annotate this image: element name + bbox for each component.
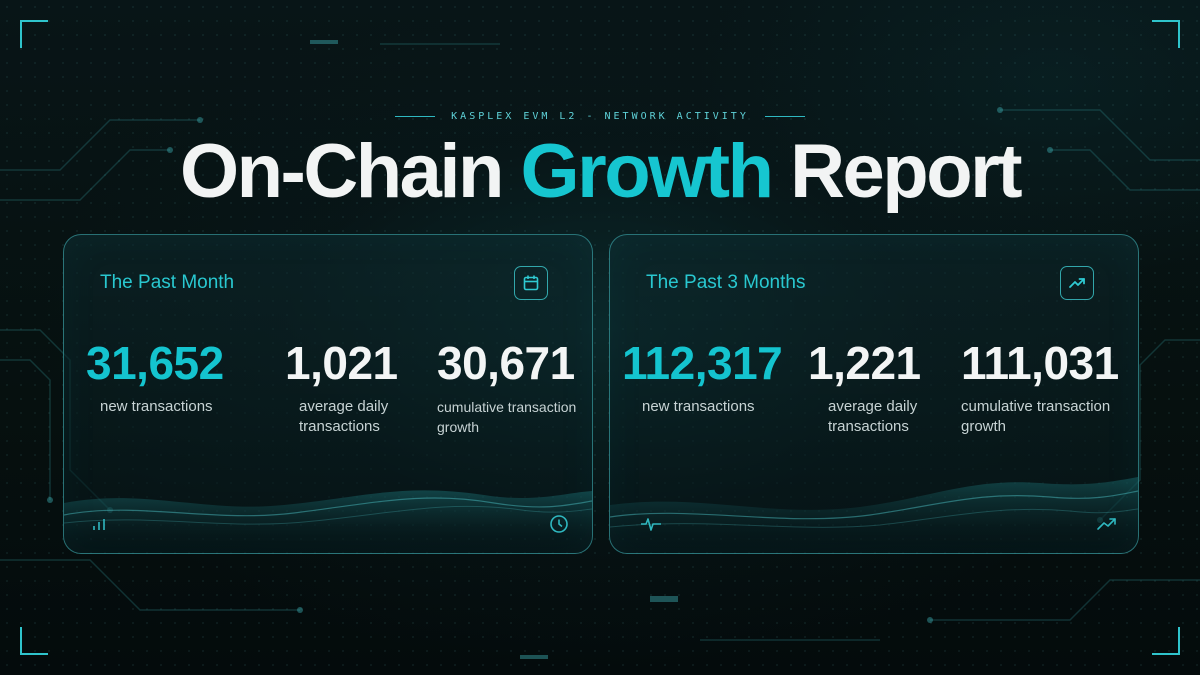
stat-label: cumulative transaction growth bbox=[961, 398, 1111, 435]
eyebrow-line-left bbox=[395, 116, 436, 117]
eyebrow: KASPLEX EVM L2 - NETWORK ACTIVITY bbox=[0, 111, 1200, 122]
stat-label: average daily transactions bbox=[828, 398, 918, 435]
stat-cumulative-growth: 111,031 cumulative transaction growth bbox=[961, 335, 1119, 437]
stat-value: 1,221 bbox=[808, 337, 921, 389]
title-part-2: Report bbox=[771, 129, 1022, 214]
eyebrow-line-right bbox=[764, 116, 805, 117]
title-part-1: On-Chain bbox=[179, 129, 521, 214]
corner-bracket-top-right bbox=[1152, 20, 1180, 48]
stat-label: cumulative transaction growth bbox=[437, 399, 577, 435]
stat-label: new transactions bbox=[642, 398, 755, 415]
corner-bracket-bottom-left bbox=[20, 627, 48, 655]
stat-cumulative-growth: 30,671 cumulative transaction growth bbox=[437, 335, 576, 437]
clock-icon bbox=[550, 515, 568, 533]
calendar-icon bbox=[514, 266, 548, 300]
card-past-3-months: The Past 3 Months 112,317 new transactio… bbox=[609, 234, 1139, 554]
trending-up-icon bbox=[1097, 518, 1116, 530]
eyebrow-text: KASPLEX EVM L2 - NETWORK ACTIVITY bbox=[451, 111, 749, 122]
stat-value: 1,021 bbox=[285, 337, 398, 389]
stat-label: average daily transactions bbox=[299, 398, 389, 435]
stat-value: 112,317 bbox=[622, 337, 783, 389]
card-past-month: The Past Month 31,652 new transactions 1… bbox=[63, 234, 593, 554]
stat-value: 30,671 bbox=[437, 337, 575, 389]
corner-bracket-bottom-right bbox=[1152, 627, 1180, 655]
stat-average-daily: 1,221 average daily transactions bbox=[808, 335, 921, 437]
wave-decoration bbox=[64, 490, 592, 553]
stat-average-daily: 1,021 average daily transactions bbox=[285, 335, 398, 437]
corner-bracket-top-left bbox=[20, 20, 48, 48]
stat-label: new transactions bbox=[100, 398, 213, 415]
stat-new-transactions: 31,652 new transactions bbox=[86, 335, 224, 417]
stat-value: 31,652 bbox=[86, 337, 224, 389]
pulse-icon bbox=[641, 518, 661, 531]
title-accent: Growth bbox=[520, 129, 774, 214]
wave-decoration bbox=[610, 477, 1138, 553]
bar-chart-icon bbox=[93, 519, 105, 530]
stat-new-transactions: 112,317 new transactions bbox=[622, 335, 783, 417]
stat-value: 111,031 bbox=[961, 337, 1119, 389]
card-heading: The Past 3 Months bbox=[646, 272, 806, 293]
page-title: On-Chain Growth Report bbox=[0, 128, 1200, 216]
card-heading: The Past Month bbox=[100, 272, 235, 293]
trending-up-icon bbox=[1060, 266, 1094, 300]
